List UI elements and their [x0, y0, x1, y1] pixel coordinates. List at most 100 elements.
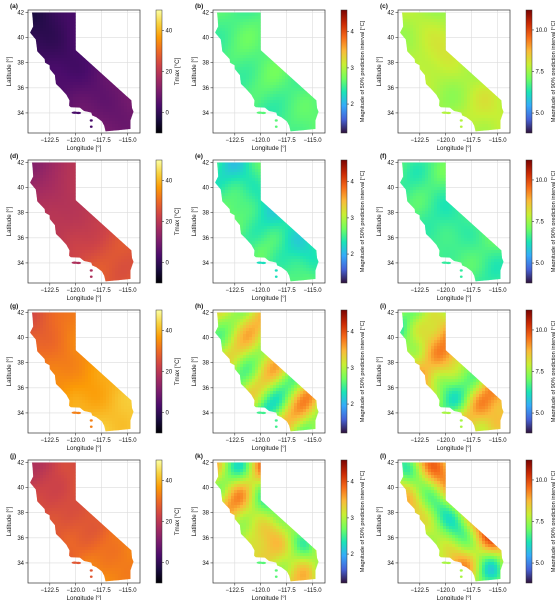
heatmap-cell	[237, 12, 241, 14]
heatmap-cell	[440, 49, 444, 53]
heatmap-cell	[431, 64, 435, 68]
heatmap-cell	[494, 118, 498, 122]
heatmap-cell	[279, 115, 283, 119]
heatmap-cell	[440, 12, 444, 14]
heatmap-cell	[46, 16, 50, 20]
heatmap-cell	[76, 73, 80, 77]
heatmap-cell	[88, 73, 92, 77]
heatmap-cell	[258, 64, 262, 68]
heatmap-cell	[285, 76, 289, 80]
heatmap-cell	[240, 43, 244, 47]
heatmap-cell	[428, 31, 432, 35]
heatmap-cell	[97, 103, 101, 107]
heatmap-cell	[476, 97, 480, 101]
heatmap-cell	[37, 16, 41, 20]
heatmap-cell	[312, 97, 316, 101]
heatmap-cell	[300, 100, 304, 104]
heatmap-cell	[413, 46, 417, 50]
heatmap-cell	[267, 91, 271, 95]
y-tick-label: 38	[202, 61, 209, 67]
heatmap-cell	[303, 100, 307, 104]
colorbar-tick-label: 5.0	[536, 111, 545, 117]
heatmap-cell	[294, 106, 298, 110]
heatmap-cell	[428, 73, 432, 77]
heatmap-cell	[79, 76, 83, 80]
heatmap-cell	[34, 37, 38, 41]
heatmap-cell	[100, 85, 104, 89]
heatmap-cell	[222, 31, 226, 35]
heatmap-cell	[437, 46, 441, 50]
heatmap-cell	[94, 103, 98, 107]
heatmap-cell	[315, 115, 319, 119]
heatmap-cell	[410, 46, 414, 50]
heatmap-cell	[67, 37, 71, 41]
heatmap-cell	[231, 25, 235, 29]
heatmap-cell	[70, 49, 74, 53]
heatmap-cell	[470, 100, 474, 104]
heatmap-cell	[264, 64, 268, 68]
heatmap-cell	[106, 100, 110, 104]
heatmap-cell	[285, 88, 289, 92]
heatmap-cell	[249, 12, 253, 14]
heatmap-cell	[43, 37, 47, 41]
heatmap-cell	[434, 28, 438, 32]
heatmap-cell	[73, 172, 77, 176]
heatmap-cell	[494, 106, 498, 110]
heatmap-cell	[31, 163, 35, 167]
heatmap-cell	[249, 61, 253, 65]
heatmap-cell	[416, 52, 420, 56]
heatmap-cell	[276, 100, 280, 104]
heatmap-cell	[431, 34, 435, 38]
heatmap-cell	[431, 70, 435, 74]
heatmap-cell	[273, 106, 277, 110]
heatmap-cell	[121, 115, 125, 119]
heatmap-cell	[303, 121, 307, 125]
heatmap-cell	[434, 49, 438, 53]
heatmap-cell	[288, 79, 292, 83]
heatmap-cell	[306, 91, 310, 95]
heatmap-cell	[467, 85, 471, 89]
heatmap-cell	[55, 169, 59, 173]
heatmap-cell	[118, 106, 122, 110]
heatmap-cell	[258, 103, 262, 107]
heatmap-cell	[106, 109, 110, 113]
heatmap-cell	[97, 97, 101, 101]
heatmap-cell	[488, 121, 492, 125]
heatmap-cell	[240, 16, 244, 20]
heatmap-cell	[437, 37, 441, 41]
heatmap-cell	[264, 61, 268, 65]
heatmap-cell	[479, 82, 483, 86]
heatmap-cell	[285, 94, 289, 98]
heatmap-cell	[124, 121, 128, 125]
heatmap-cell	[115, 88, 119, 92]
heatmap-cell	[258, 40, 262, 44]
heatmap-cell	[470, 73, 474, 77]
heatmap-cell	[434, 70, 438, 74]
axes-frame	[27, 9, 141, 134]
heatmap-cell	[49, 172, 53, 176]
heatmap-cell	[425, 31, 429, 35]
heatmap-cell	[79, 64, 83, 68]
heatmap-cell	[276, 76, 280, 80]
heatmap-cell	[485, 94, 489, 98]
heatmap-cell	[231, 61, 235, 65]
heatmap-cell	[106, 82, 110, 86]
heatmap-cell	[410, 34, 414, 38]
heatmap-cell	[264, 94, 268, 98]
heatmap-cell	[297, 106, 301, 110]
heatmap-cell	[118, 112, 122, 116]
heatmap-cell	[61, 52, 65, 56]
heatmap-cell	[231, 31, 235, 35]
heatmap-cell	[255, 67, 259, 71]
heatmap-cell	[300, 91, 304, 95]
heatmap-cell	[67, 88, 71, 92]
heatmap-cell	[482, 106, 486, 110]
x-tick-label: −120.0	[251, 138, 270, 144]
heatmap-cell	[279, 79, 283, 83]
heatmap-cell	[43, 172, 47, 176]
heatmap-cell	[46, 163, 50, 167]
heatmap-cell	[43, 55, 47, 59]
heatmap-cell	[49, 169, 53, 173]
heatmap-cell	[52, 70, 56, 74]
heatmap-cell	[103, 85, 107, 89]
